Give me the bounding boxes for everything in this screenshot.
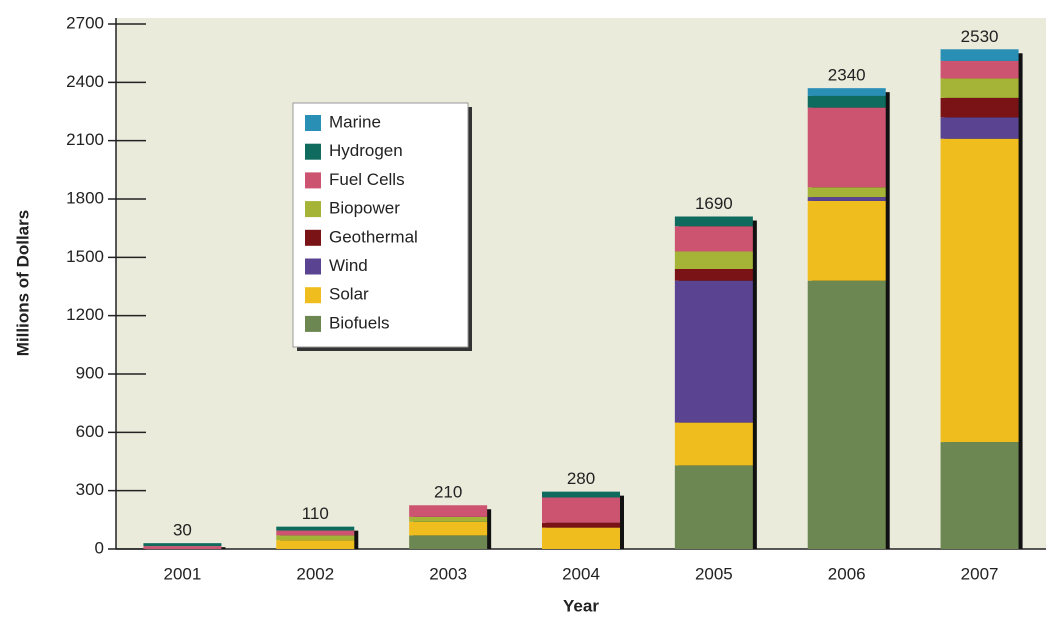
y-tick-label: 2400: [66, 72, 104, 91]
legend-label: Hydrogen: [329, 141, 403, 160]
bar-segment: [409, 521, 488, 536]
y-tick-label: 1200: [66, 305, 104, 324]
x-tick-label: 2004: [562, 564, 600, 583]
legend-swatch: [305, 143, 321, 160]
legend-label: Biopower: [329, 199, 400, 218]
total-label: 210: [434, 483, 462, 502]
legend-label: Geothermal: [329, 227, 418, 246]
x-tick-label: 2006: [828, 564, 866, 583]
legend-label: Wind: [329, 256, 368, 275]
bar-segment: [276, 540, 355, 549]
bar-segment: [542, 491, 620, 498]
x-tick-label: 2007: [961, 564, 999, 583]
y-axis-label: Millions of Dollars: [13, 210, 32, 356]
legend-swatch: [305, 201, 321, 218]
bar-segment: [940, 117, 1019, 139]
bar-segment: [276, 530, 355, 536]
bar-segment: [940, 78, 1019, 98]
bar-segment: [807, 280, 886, 549]
bar-segment: [276, 535, 355, 541]
bar-segment: [409, 535, 488, 549]
y-tick-label: 1500: [66, 247, 104, 266]
bar-segment: [940, 138, 1019, 443]
bar-segment: [143, 543, 222, 547]
bar-segment: [143, 546, 222, 549]
legend-swatch: [305, 287, 321, 304]
y-tick-label: 300: [76, 480, 104, 499]
bar-segment: [674, 216, 753, 227]
y-tick-label: 600: [76, 422, 104, 441]
y-tick-label: 2100: [66, 130, 104, 149]
bar-segment: [276, 526, 355, 531]
bar-segment: [674, 251, 753, 269]
bar-segment: [807, 187, 886, 198]
bar-segment: [409, 505, 488, 517]
bar-segment: [807, 88, 886, 96]
legend-label: Marine: [329, 112, 381, 131]
bar-segment: [674, 269, 753, 281]
legend-label: Solar: [329, 285, 369, 304]
bar-segment: [542, 522, 620, 528]
legend-label: Biofuels: [329, 313, 389, 332]
bar-segment: [807, 197, 886, 201]
legend-swatch: [305, 315, 321, 332]
total-label: 2530: [961, 27, 999, 46]
bar-segment: [807, 95, 886, 108]
total-label: 30: [173, 521, 192, 540]
x-tick-label: 2002: [296, 564, 334, 583]
x-axis-label: Year: [563, 596, 599, 615]
bar-segment: [940, 60, 1019, 79]
bar-segment: [807, 200, 886, 281]
total-label: 280: [567, 469, 595, 488]
legend-swatch: [305, 115, 321, 131]
bar-segment: [940, 49, 1019, 61]
bar-segment: [940, 97, 1019, 118]
bar-segment: [674, 226, 753, 252]
bar-segment: [542, 527, 620, 549]
bar-segment: [674, 280, 753, 423]
bar-segment: [807, 107, 886, 188]
bar-segment: [674, 465, 753, 549]
legend-swatch: [305, 172, 321, 189]
bar-segment: [542, 497, 620, 523]
y-tick-label: 2700: [66, 13, 104, 32]
x-tick-label: 2001: [164, 564, 202, 583]
bar-segment: [674, 422, 753, 466]
x-tick-label: 2003: [429, 564, 467, 583]
legend-swatch: [305, 258, 321, 275]
y-tick-label: 1800: [66, 188, 104, 207]
bar-segment: [940, 442, 1019, 549]
y-tick-label: 900: [76, 363, 104, 382]
y-tick-label: 0: [95, 538, 104, 557]
plot-background: [116, 18, 1046, 549]
legend-swatch: [305, 229, 321, 246]
total-label: 110: [302, 504, 329, 523]
bar-segment: [409, 516, 488, 522]
legend-label: Fuel Cells: [329, 170, 405, 189]
x-tick-label: 2005: [695, 564, 733, 583]
total-label: 2340: [828, 66, 866, 85]
total-label: 1690: [695, 194, 733, 213]
legend: [292, 102, 469, 348]
